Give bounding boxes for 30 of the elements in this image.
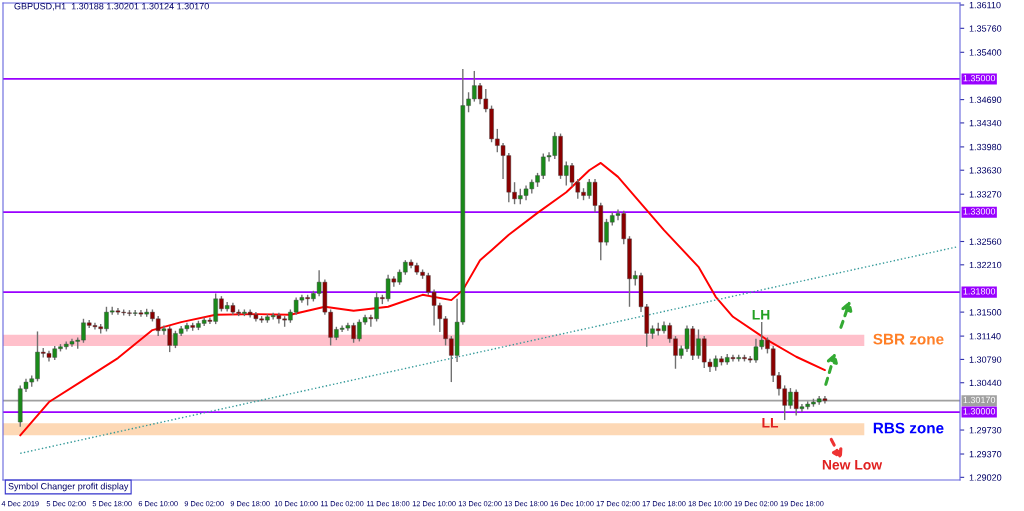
ref-line-label: 1.35000 (963, 74, 996, 82)
ref-line-label: 1.30000 (963, 408, 996, 415)
y-tick-label: 1.32210 (969, 261, 1002, 269)
text: Symbol Changer profit display (8, 482, 129, 492)
y-tick-label: 1.33270 (969, 191, 1002, 198)
ref-line-label: 1.31800 (963, 288, 996, 295)
y-tick-label: 1.34340 (969, 119, 1002, 127)
y-tick-label: 1.29370 (969, 450, 1002, 458)
chart-title: GBPUSD,H1 1.30188 1.30201 1.30124 1.30170 (14, 3, 209, 11)
band-label: SBR zone (873, 333, 944, 345)
y-tick-label: 1.29730 (969, 427, 1002, 434)
y-tick-label: 1.29020 (969, 474, 1002, 481)
y-tick-label: 1.36110 (969, 1, 1001, 9)
annotation: LL (762, 418, 779, 428)
y-tick-label: 1.33630 (969, 167, 1002, 174)
y-tick-label: 1.30440 (969, 379, 1002, 387)
annotation: New Low (822, 460, 883, 470)
y-tick-label: 1.34690 (969, 96, 1002, 103)
y-tick-label: 1.30790 (969, 356, 1002, 363)
ref-line-label: 1.33000 (963, 208, 996, 215)
y-tick-label: 1.31140 (969, 333, 1001, 340)
annotation: LH (752, 310, 770, 320)
y-tick-label: 1.35760 (969, 25, 1002, 32)
y-tick-label: 1.35400 (969, 49, 1002, 56)
band-label: RBS zone (873, 422, 944, 434)
y-tick-label: 1.31500 (969, 309, 1002, 316)
y-tick-label: 1.33980 (969, 143, 1002, 151)
y-tick-label: 1.32560 (969, 238, 1002, 245)
line-series (19, 161, 826, 437)
ref-line-label: 1.30170 (963, 396, 996, 404)
